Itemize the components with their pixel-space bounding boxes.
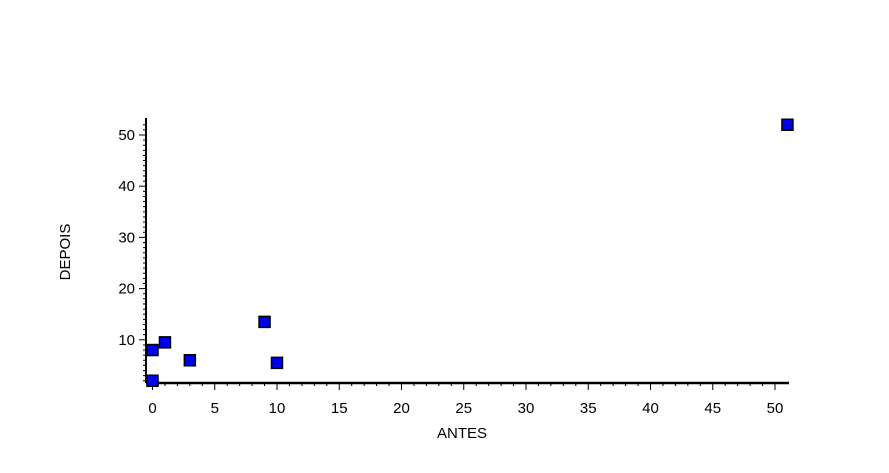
x-tick-label: 40 (642, 400, 659, 417)
y-tick-label: 50 (118, 127, 135, 144)
y-tick-label: 10 (118, 332, 135, 349)
data-point (146, 343, 159, 357)
x-tick-label: 50 (767, 400, 784, 417)
data-point (158, 336, 172, 349)
data-point (183, 354, 197, 367)
y-tick-label: 40 (118, 178, 135, 195)
y-tick-label: 20 (118, 281, 135, 298)
data-points (146, 118, 794, 388)
x-tick-label: 35 (580, 400, 597, 417)
x-tick-label: 5 (211, 400, 219, 417)
x-axis-title: ANTES (437, 425, 487, 442)
minor-ticks (143, 124, 764, 386)
x-tick-label: 0 (148, 400, 156, 417)
x-tick-label: 30 (518, 400, 535, 417)
tick-labels: 0 5 10 15 20 25 30 35 40 45 50 10 20 30 40 50 (118, 127, 783, 417)
data-point (258, 315, 271, 329)
axes (145, 118, 789, 385)
data-point (270, 356, 284, 370)
y-tick-label: 30 (118, 229, 135, 246)
major-ticks (139, 134, 776, 390)
y-axis-title: DEPOIS (57, 224, 74, 281)
x-tick-label: 45 (704, 400, 721, 417)
data-point (146, 374, 159, 388)
data-point (781, 118, 794, 132)
x-tick-label: 15 (331, 400, 348, 417)
x-tick-label: 20 (393, 400, 410, 417)
x-tick-label: 25 (455, 400, 472, 417)
x-tick-label: 10 (269, 400, 286, 417)
